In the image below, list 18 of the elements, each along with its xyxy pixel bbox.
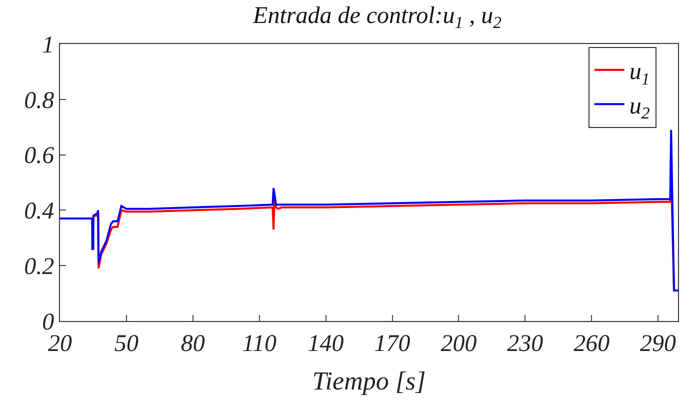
x-axis-title: Tiempo [s] [312, 366, 426, 396]
x-tick-label: 80 [180, 330, 205, 357]
legend-label: u$_{1}$ [629, 59, 650, 88]
y-tick-label: 1 [42, 32, 54, 58]
x-tick-label: 170 [374, 330, 410, 357]
y-tick-label: 0.4 [24, 198, 54, 225]
y-tick-label: 0.8 [24, 88, 54, 114]
x-tick-label: 290 [640, 330, 676, 357]
x-tick-label: 230 [507, 330, 544, 357]
y-tick-label: 0.6 [24, 143, 54, 170]
x-tick-label: 110 [242, 330, 276, 357]
x-tick-label: 200 [440, 330, 477, 357]
legend-label: u$_{2}$ [629, 93, 650, 122]
y-tick-label: 0.2 [24, 254, 54, 280]
x-tick-label: 260 [574, 330, 610, 357]
x-tick-label: 140 [308, 330, 344, 357]
chart-title: Entrada de control:u$_{1}$ , u$_{2}$ [252, 2, 502, 32]
x-tick-label: 50 [114, 330, 138, 357]
